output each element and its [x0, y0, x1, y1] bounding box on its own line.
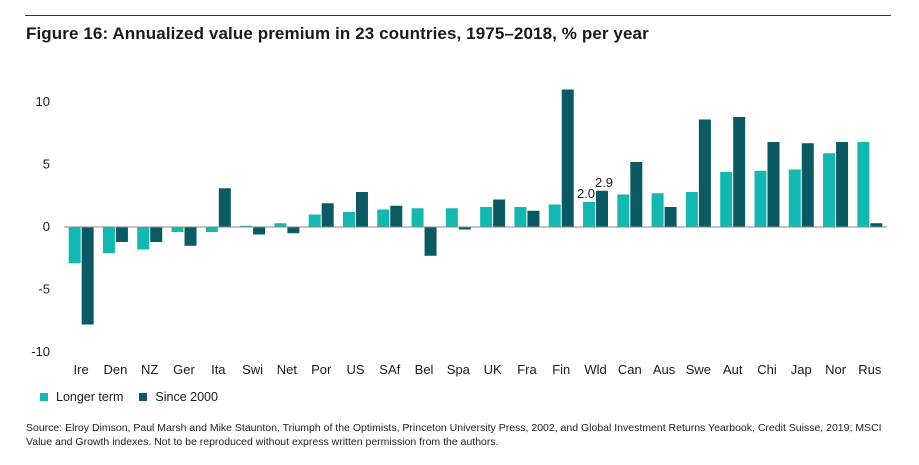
- bar-longer-term-chi: [754, 170, 767, 227]
- bar-longer-term-den: [102, 227, 115, 254]
- bar-since-2000-fin: [561, 89, 574, 227]
- bar-longer-term-can: [617, 194, 630, 227]
- bar-since-2000-por: [321, 203, 334, 227]
- bar-longer-term-ger: [171, 227, 184, 232]
- bar-since-2000-fra: [527, 210, 540, 227]
- bar-longer-term-us: [342, 212, 355, 227]
- bar-since-2000-uk: [493, 199, 506, 227]
- bar-since-2000-can: [630, 162, 643, 227]
- bar-since-2000-ita: [218, 188, 231, 227]
- bar-since-2000-nor: [836, 142, 849, 227]
- x-tick-label: Ita: [211, 362, 226, 377]
- bar-since-2000-wld: [596, 190, 609, 227]
- legend: Longer term Since 2000: [40, 390, 234, 404]
- legend-swatch-longer-term: [40, 393, 48, 401]
- data-label: 2.9: [595, 175, 613, 190]
- bar-since-2000-ire: [81, 227, 94, 325]
- bar-since-2000-rus: [870, 223, 883, 227]
- x-tick-label: Swi: [242, 362, 263, 377]
- legend-swatch-since-2000: [139, 393, 148, 401]
- bar-since-2000-chi: [767, 142, 780, 227]
- bar-longer-term-nor: [823, 153, 836, 227]
- bar-longer-term-wld: [583, 202, 596, 227]
- y-tick-label: 10: [36, 94, 50, 109]
- x-tick-label: Ger: [173, 362, 195, 377]
- y-tick-label: -10: [31, 344, 50, 359]
- x-tick-label: Por: [311, 362, 332, 377]
- bar-since-2000-bel: [424, 227, 437, 256]
- x-tick-label: Wld: [584, 362, 606, 377]
- bar-longer-term-bel: [411, 208, 424, 227]
- x-tick-label: NZ: [141, 362, 158, 377]
- bar-longer-term-saf: [377, 209, 390, 227]
- x-tick-label: Net: [277, 362, 298, 377]
- legend-label-since-2000: Since 2000: [155, 390, 218, 404]
- bar-longer-term-fin: [548, 204, 561, 227]
- bar-longer-term-swi: [240, 225, 253, 227]
- bar-longer-term-rus: [857, 142, 870, 227]
- y-tick-label: 0: [43, 219, 50, 234]
- bar-since-2000-swi: [253, 227, 266, 235]
- bar-longer-term-swe: [685, 192, 698, 227]
- x-tick-label: Nor: [825, 362, 847, 377]
- bar-longer-term-aus: [651, 193, 664, 227]
- bar-since-2000-jap: [801, 143, 814, 227]
- bar-since-2000-us: [355, 192, 368, 227]
- x-tick-label: Aut: [723, 362, 743, 377]
- bar-longer-term-spa: [445, 208, 458, 227]
- y-tick-label: -5: [38, 282, 50, 297]
- bar-longer-term-net: [274, 223, 287, 227]
- bar-since-2000-aus: [664, 207, 677, 227]
- x-tick-label: Aus: [653, 362, 676, 377]
- chart-title: Figure 16: Annualized value premium in 2…: [26, 24, 649, 43]
- x-tick-label: SAf: [379, 362, 400, 377]
- x-tick-label: Den: [104, 362, 128, 377]
- x-tick-label: Chi: [757, 362, 777, 377]
- bar-longer-term-ita: [205, 227, 218, 232]
- bar-since-2000-ger: [184, 227, 197, 246]
- legend-item-since-2000: Since 2000: [139, 390, 218, 404]
- bar-since-2000-swe: [698, 119, 711, 227]
- data-label: 2.0: [577, 186, 595, 201]
- y-tick-label: 5: [43, 157, 50, 172]
- x-tick-label: Ire: [74, 362, 89, 377]
- bar-since-2000-aut: [733, 117, 746, 227]
- top-rule: [25, 15, 891, 16]
- x-tick-label: Bel: [415, 362, 434, 377]
- x-tick-label: Swe: [686, 362, 711, 377]
- legend-item-longer-term: Longer term: [40, 390, 123, 404]
- x-tick-label: Fra: [517, 362, 537, 377]
- bar-since-2000-den: [115, 227, 128, 242]
- bar-longer-term-nz: [137, 227, 150, 250]
- bar-longer-term-fra: [514, 207, 527, 227]
- x-tick-label: UK: [484, 362, 502, 377]
- source-note: Source: Elroy Dimson, Paul Marsh and Mik…: [26, 422, 882, 448]
- bar-longer-term-uk: [480, 207, 493, 227]
- legend-label-longer-term: Longer term: [56, 390, 124, 404]
- bar-since-2000-net: [287, 227, 300, 234]
- bar-longer-term-ire: [68, 227, 81, 264]
- bar-longer-term-por: [308, 214, 321, 227]
- x-tick-label: Can: [618, 362, 642, 377]
- x-tick-label: Fin: [552, 362, 570, 377]
- x-tick-label: Spa: [447, 362, 471, 377]
- x-tick-label: Jap: [791, 362, 812, 377]
- bar-since-2000-spa: [458, 227, 471, 230]
- bar-since-2000-nz: [150, 227, 163, 242]
- x-tick-label: US: [346, 362, 364, 377]
- bar-longer-term-aut: [720, 172, 733, 227]
- bar-since-2000-saf: [390, 205, 403, 227]
- bar-longer-term-jap: [788, 169, 801, 227]
- x-tick-label: Rus: [858, 362, 882, 377]
